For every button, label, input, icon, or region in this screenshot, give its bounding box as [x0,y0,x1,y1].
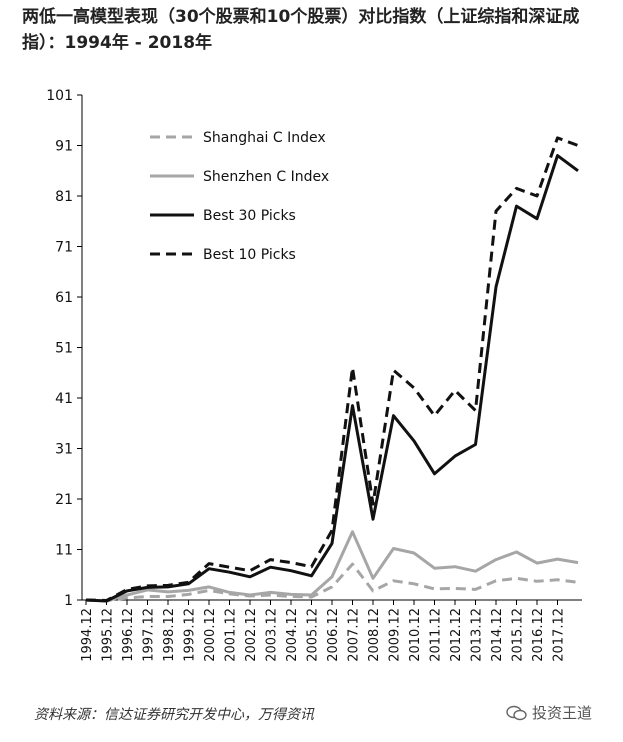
series-line-shanghai-c-index [85,562,579,602]
x-tick-label: 2004.12 [285,608,300,662]
x-tick-label: 1994.12 [80,608,95,662]
x-tick-label: 2005.12 [306,608,321,662]
x-tick-label: 1995.12 [101,608,116,662]
x-tick-label: 1997.12 [142,608,157,662]
y-tick-label: 71 [55,240,73,256]
x-tick-label: 1998.12 [162,608,177,662]
legend-label: Shenzhen C Index [203,169,329,185]
y-tick-label: 11 [55,543,73,559]
chart-title: 两低一高模型表现（30个股票和10个股票）对比指数（上证综指和深证成指）：199… [22,7,580,53]
watermark: 投资王道 [506,702,592,723]
x-tick-label: 1996.12 [121,608,136,662]
legend-label: Best 10 Picks [203,247,296,263]
watermark-text: 投资王道 [532,704,593,722]
x-tick-label: 1999.12 [183,608,198,662]
legend: Shanghai C Index Shenzhen C Index Best 30 … [150,130,329,263]
y-tick-label: 91 [55,139,73,155]
x-tick-label: 2000.12 [203,608,218,662]
x-tick-label: 2017.12 [552,608,567,662]
x-tick-label: 2001.12 [224,608,239,662]
y-tick-label: 101 [46,88,73,104]
x-tick-label: 2013.12 [470,608,485,662]
wechat-icon [506,705,527,720]
x-tick-label: 2012.12 [449,608,464,662]
y-tick-label: 61 [55,290,73,306]
series-line-shenzhen-c-index [85,530,579,603]
legend-label: Shanghai C Index [203,130,326,146]
y-tick-label: 31 [55,442,73,458]
x-tick-label: 2002.12 [244,608,259,662]
x-axis: 1994.12 1995.12 1996.12 1997.12 1998.12 1999.… [80,599,582,662]
x-tick-label: 2015.12 [511,608,526,662]
x-tick-label: 2008.12 [367,608,382,662]
x-tick-label: 2010.12 [408,608,423,662]
series-line-best-30-picks [85,154,579,603]
y-tick-label: 41 [55,391,73,407]
y-tick-label: 51 [55,341,73,357]
series-lines [85,136,579,603]
y-tick-label: 21 [55,492,73,508]
y-tick-label: 1 [64,593,73,609]
y-tick-label: 81 [55,189,73,205]
series-line-best-10-picks [85,136,579,602]
x-tick-label: 2007.12 [347,608,362,662]
x-tick-label: 2016.12 [531,608,546,662]
x-tick-label: 2003.12 [265,608,280,662]
source-note: 资料来源：信达证券研究开发中心，万得资讯 [34,707,314,723]
legend-label: Best 30 Picks [203,208,296,224]
x-tick-label: 2009.12 [388,608,403,662]
x-tick-label: 2014.12 [490,608,505,662]
x-tick-label: 2006.12 [326,608,341,662]
x-tick-label: 2011.12 [429,608,444,662]
